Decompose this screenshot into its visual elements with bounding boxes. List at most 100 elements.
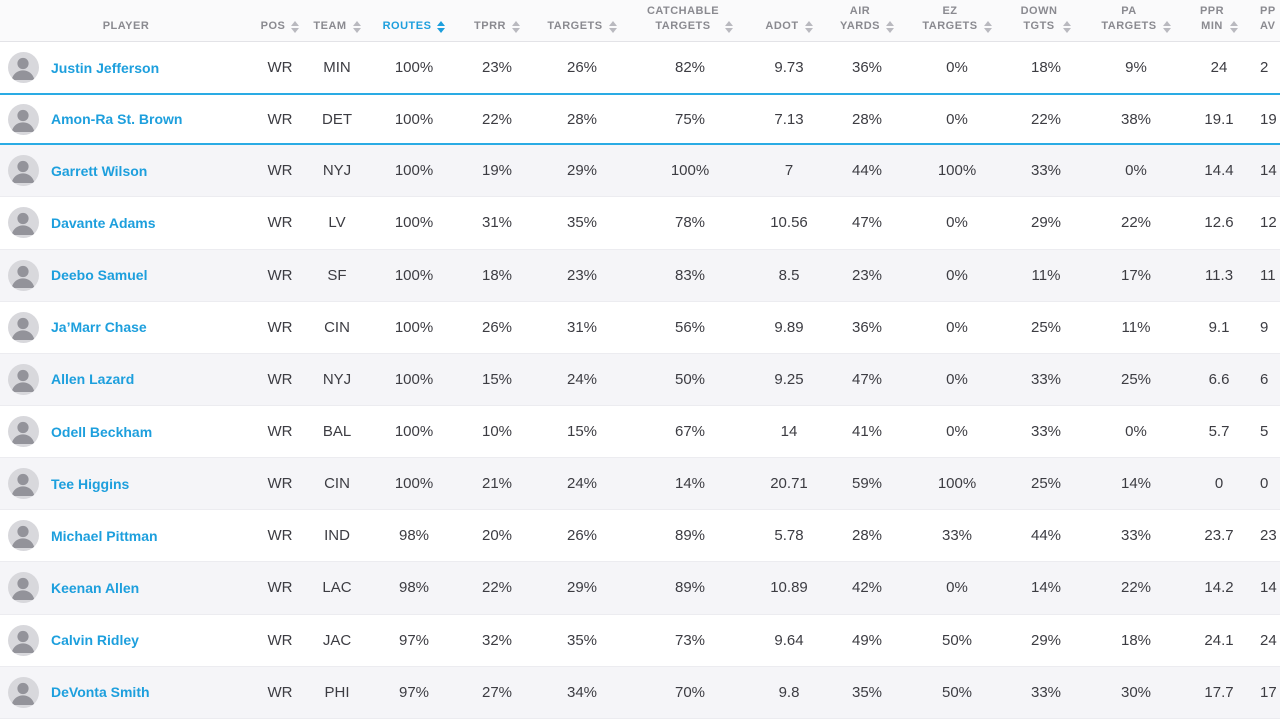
player-cell: Amon-Ra St. Brown bbox=[0, 95, 252, 143]
cell-pa_targets: 30% bbox=[1120, 683, 1152, 701]
cell-adot: 9.89 bbox=[774, 318, 804, 336]
player-name-link[interactable]: Odell Beckham bbox=[51, 423, 153, 440]
cell-pos: WR bbox=[267, 423, 293, 441]
cell-targets: 35% bbox=[566, 631, 598, 649]
cell-team: BAL bbox=[322, 423, 352, 441]
player-name-link[interactable]: Allen Lazard bbox=[51, 371, 135, 388]
cell-pos: WR bbox=[267, 683, 293, 701]
player-avatar bbox=[8, 363, 39, 395]
cell-pos: WR bbox=[267, 266, 293, 284]
column-header-adot[interactable]: ADOT bbox=[748, 0, 830, 41]
column-label: AIR YARDS bbox=[840, 5, 880, 33]
cell-ppr_avg: 23 bbox=[1260, 527, 1277, 545]
cell-down_tgts: 33% bbox=[1030, 162, 1062, 180]
cell-catchable: 56% bbox=[674, 318, 706, 336]
cell-ppr_min: 23.7 bbox=[1204, 527, 1234, 545]
table-row[interactable]: Davante Adams WR LV 100% 31% 35% 78% 10.56 47% 0%… bbox=[0, 197, 1280, 250]
column-header-pos[interactable]: POS bbox=[252, 0, 308, 41]
player-name-link[interactable]: Davante Adams bbox=[51, 214, 156, 231]
cell-routes: 100% bbox=[394, 162, 434, 180]
cell-ppr_avg: 24 bbox=[1260, 631, 1277, 649]
cell-down_tgts: 25% bbox=[1030, 318, 1062, 336]
column-header-pa-targets[interactable]: PA TARGETS bbox=[1082, 0, 1190, 41]
player-name-link[interactable]: Justin Jefferson bbox=[51, 59, 160, 76]
cell-down_tgts: 29% bbox=[1030, 631, 1062, 649]
cell-team: DET bbox=[322, 110, 352, 128]
table-row[interactable]: Keenan Allen WR LAC 98% 22% 29% 89% 10.89 42% 0% 1… bbox=[0, 562, 1280, 615]
player-cell: Justin Jefferson bbox=[0, 42, 252, 93]
cell-pos: WR bbox=[267, 475, 293, 493]
player-name-link[interactable]: Deebo Samuel bbox=[51, 267, 148, 284]
cell-catchable: 73% bbox=[674, 631, 706, 649]
cell-pa_targets: 22% bbox=[1120, 579, 1152, 597]
player-name-link[interactable]: Amon-Ra St. Brown bbox=[51, 111, 183, 128]
column-header-tprr[interactable]: TPRR bbox=[462, 0, 532, 41]
cell-pos: WR bbox=[267, 631, 293, 649]
player-name-link[interactable]: Michael Pittman bbox=[51, 527, 158, 544]
table-row[interactable]: Ja’Marr Chase WR CIN 100% 26% 31% 56% 9.89 36% 0%… bbox=[0, 301, 1280, 354]
cell-down_tgts: 33% bbox=[1030, 423, 1062, 441]
player-name-link[interactable]: Tee Higgins bbox=[51, 475, 130, 492]
table-row[interactable]: Deebo Samuel WR SF 100% 18% 23% 83% 8.5 23% 0% 11%… bbox=[0, 249, 1280, 302]
table-row[interactable]: Garrett Wilson WR NYJ 100% 19% 29% 100% 7 44% 100… bbox=[0, 145, 1280, 198]
player-name-link[interactable]: Calvin Ridley bbox=[51, 632, 139, 649]
table-row[interactable]: DeVonta Smith WR PHI 97% 27% 34% 70% 9.8 35% 50% 3… bbox=[0, 666, 1280, 719]
player-name-link[interactable]: Ja’Marr Chase bbox=[51, 319, 147, 336]
table-body: Justin Jefferson WR MIN 100% 23% 26% 82% 9.73 36… bbox=[0, 42, 1280, 720]
cell-air_yards: 28% bbox=[851, 527, 883, 545]
cell-pa_targets: 0% bbox=[1125, 423, 1147, 441]
table-row[interactable]: Odell Beckham WR BAL 100% 10% 15% 67% 14 41% 0% 33… bbox=[0, 405, 1280, 459]
table-row[interactable]: Calvin Ridley WR JAC 97% 32% 35% 73% 9.64 49% 50%… bbox=[0, 614, 1280, 667]
column-header-down-tgts[interactable]: DOWN TGTS bbox=[1010, 0, 1082, 41]
table-row[interactable]: Amon-Ra St. Brown WR DET 100% 22% 28% 75% 7.13 2… bbox=[0, 93, 1280, 146]
column-label: ROUTES bbox=[382, 20, 432, 33]
player-cell: Deebo Samuel bbox=[0, 250, 252, 301]
column-header-ppr-min[interactable]: PPR MIN bbox=[1190, 0, 1248, 41]
column-header-ppr-avg[interactable]: PP AV bbox=[1248, 0, 1280, 41]
cell-targets: 35% bbox=[566, 214, 598, 232]
sort-arrows-icon bbox=[1162, 21, 1171, 33]
cell-ppr_avg: 9 bbox=[1260, 318, 1269, 336]
player-name-link[interactable]: Garrett Wilson bbox=[51, 162, 148, 179]
table-row[interactable]: Tee Higgins WR CIN 100% 21% 24% 14% 20.71 59% 100… bbox=[0, 458, 1280, 511]
cell-down_tgts: 29% bbox=[1030, 214, 1062, 232]
cell-adot: 9.25 bbox=[774, 370, 804, 388]
column-header-catchable-targets[interactable]: CATCHABLE TARGETS bbox=[632, 0, 748, 41]
cell-ppr_min: 24 bbox=[1210, 59, 1228, 77]
column-header-routes[interactable]: ROUTES bbox=[366, 0, 462, 41]
player-avatar bbox=[8, 676, 39, 708]
table-row[interactable]: Allen Lazard WR NYJ 100% 15% 24% 50% 9.25 47% 0% 3… bbox=[0, 353, 1280, 406]
column-header-player[interactable]: PLAYER bbox=[0, 0, 252, 41]
player-cell: Calvin Ridley bbox=[0, 615, 252, 666]
column-header-targets[interactable]: TARGETS bbox=[532, 0, 632, 41]
column-label: PA TARGETS bbox=[1101, 5, 1157, 33]
cell-ppr_min: 17.7 bbox=[1204, 683, 1234, 701]
player-avatar bbox=[8, 416, 39, 448]
column-header-team[interactable]: TEAM bbox=[308, 0, 366, 41]
column-header-ez-targets[interactable]: EZ TARGETS bbox=[904, 0, 1010, 41]
table-row[interactable]: Michael Pittman WR IND 98% 20% 26% 89% 5.78 28% 3… bbox=[0, 510, 1280, 563]
player-name-link[interactable]: Keenan Allen bbox=[51, 579, 140, 596]
cell-catchable: 89% bbox=[674, 579, 706, 597]
cell-air_yards: 59% bbox=[851, 475, 883, 493]
column-header-air-yards[interactable]: AIR YARDS bbox=[830, 0, 904, 41]
cell-tprr: 15% bbox=[481, 370, 513, 388]
cell-ez_targets: 50% bbox=[941, 631, 973, 649]
table-row[interactable]: Justin Jefferson WR MIN 100% 23% 26% 82% 9.73 36… bbox=[0, 42, 1280, 95]
player-name-link[interactable]: DeVonta Smith bbox=[51, 684, 150, 701]
player-avatar bbox=[8, 155, 39, 187]
cell-down_tgts: 11% bbox=[1031, 266, 1061, 284]
cell-pa_targets: 0% bbox=[1125, 162, 1147, 180]
cell-team: NYJ bbox=[322, 162, 352, 180]
cell-targets: 29% bbox=[566, 579, 598, 597]
sort-arrows-icon bbox=[886, 21, 894, 33]
cell-ppr_min: 12.6 bbox=[1204, 214, 1234, 232]
player-cell: Davante Adams bbox=[0, 197, 252, 248]
cell-adot: 9.64 bbox=[774, 631, 804, 649]
cell-ez_targets: 33% bbox=[941, 527, 973, 545]
cell-ez_targets: 0% bbox=[946, 579, 968, 597]
cell-targets: 31% bbox=[566, 318, 598, 336]
cell-team: MIN bbox=[323, 59, 351, 77]
cell-ez_targets: 0% bbox=[946, 266, 968, 284]
